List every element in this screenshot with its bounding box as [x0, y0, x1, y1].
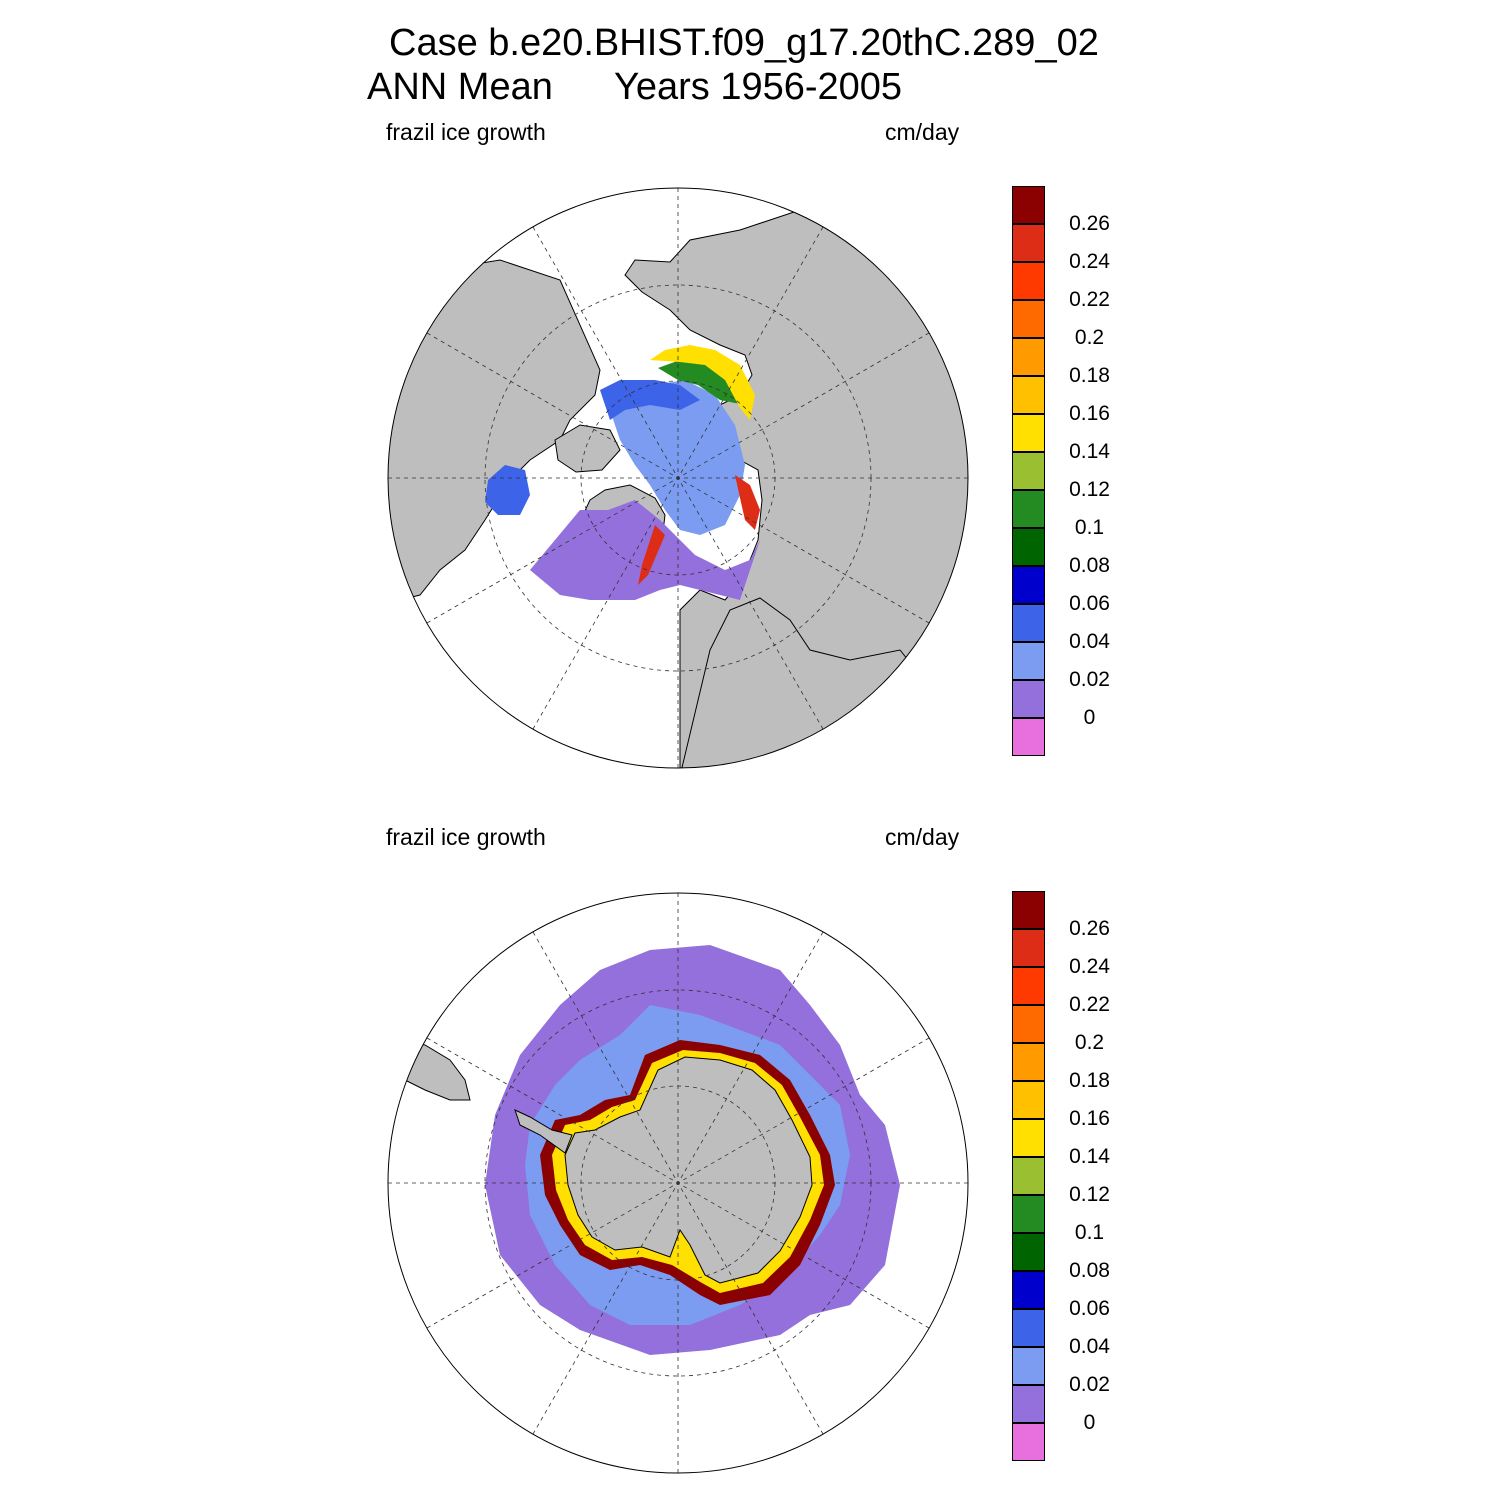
north-graticule — [388, 188, 968, 768]
north-colorbar-swatch — [1012, 338, 1045, 376]
north-arctic-basin-mid — [600, 380, 700, 420]
south-colorbar-swatch — [1012, 1081, 1045, 1119]
south-colorbar-tick-label: 0.06 — [1069, 1297, 1110, 1320]
north-colorbar-tick-label: 0.04 — [1069, 630, 1110, 653]
north-colorbar-swatch — [1012, 414, 1045, 452]
south-colorbar-tick-label: 0.04 — [1069, 1335, 1110, 1358]
south-colorbar-tick-label: 0.12 — [1069, 1183, 1110, 1206]
north-colorbar-swatch — [1012, 376, 1045, 414]
north-colorbar-tick-label: 0.16 — [1069, 402, 1110, 425]
south-colorbar-tick-label: 0.22 — [1069, 993, 1110, 1016]
north-colorbar-tick-label: 0.18 — [1069, 364, 1110, 387]
south-colorbar-tick-label: 0.1 — [1074, 1221, 1105, 1244]
north-arctic-basin-low — [610, 380, 745, 535]
north-siberian-shelf-yellow — [650, 345, 755, 420]
south-panel-variable-label: frazil ice growth — [386, 824, 546, 850]
north-colorbar-swatch — [1012, 718, 1045, 756]
north-colorbar-swatch — [1012, 642, 1045, 680]
south-colorbar-swatch — [1012, 929, 1045, 967]
south-antarctica-landmass — [564, 1056, 813, 1284]
south-map-border — [387, 892, 969, 1474]
north-colorbar-tick-label: 0.24 — [1069, 250, 1110, 273]
south-colorbar-swatch — [1012, 1309, 1045, 1347]
north-colorbar-tick-label: 0.02 — [1069, 668, 1110, 691]
south-colorbar-swatch — [1012, 1271, 1045, 1309]
north-colorbar-tick-label: 0.1 — [1074, 516, 1105, 539]
north-colorbar-swatch — [1012, 680, 1045, 718]
south-colorbar-swatch — [1012, 1385, 1045, 1423]
south-colorbar-tick-label: 0 — [1083, 1411, 1096, 1434]
north-hudson-bay — [485, 465, 530, 515]
north-polar-map — [387, 187, 969, 769]
north-panel-variable-label: frazil ice growth — [386, 119, 546, 145]
south-colorbar-swatch — [1012, 1043, 1045, 1081]
figure-title: Case b.e20.BHIST.f09_g17.20thC.289_02 — [389, 22, 1099, 64]
south-colorbar-swatch — [1012, 1119, 1045, 1157]
north-colorbar-swatch — [1012, 262, 1045, 300]
north-greenland-east-edge — [638, 525, 665, 585]
south-colorbar-swatch — [1012, 967, 1045, 1005]
north-colorbar-swatch — [1012, 186, 1045, 224]
north-colorbar-swatch — [1012, 566, 1045, 604]
south-colorbar-tick-label: 0.26 — [1069, 917, 1110, 940]
south-colorbar-tick-label: 0.24 — [1069, 955, 1110, 978]
north-colorbar-swatch — [1012, 224, 1045, 262]
north-map-border — [387, 187, 969, 769]
north-colorbar-tick-label: 0.12 — [1069, 478, 1110, 501]
north-archipelago-landmass — [554, 424, 621, 473]
north-sea-ice-fringe-zero — [530, 500, 760, 600]
south-colorbar-tick-label: 0.14 — [1069, 1145, 1110, 1168]
south-graticule — [388, 893, 968, 1473]
north-colorbar-swatch — [1012, 300, 1045, 338]
south-colorbar-swatch — [1012, 891, 1045, 929]
north-colorbar-tick-label: 0 — [1083, 706, 1096, 729]
north-colorbar-tick-label: 0.14 — [1069, 440, 1110, 463]
north-colorbar-swatch — [1012, 604, 1045, 642]
south-panel-units-label: cm/day — [885, 824, 960, 850]
south-colorbar-swatch — [1012, 1347, 1045, 1385]
south-colorbar-swatch — [1012, 1233, 1045, 1271]
south-colorbar-swatch — [1012, 1195, 1045, 1233]
figure-subtitle-season: ANN Mean — [367, 66, 553, 108]
south-polar-map — [387, 892, 969, 1474]
north-colorbar-tick-label: 0.26 — [1069, 212, 1110, 235]
south-colorbar-tick-label: 0.2 — [1074, 1031, 1105, 1054]
south-colorbar-tick-label: 0.16 — [1069, 1107, 1110, 1130]
figure-subtitle-years: Years 1956-2005 — [614, 66, 903, 108]
north-colorbar-tick-label: 0.08 — [1069, 554, 1110, 577]
south-colorbar-tick-label: 0.18 — [1069, 1069, 1110, 1092]
north-colorbar-tick-label: 0.22 — [1069, 288, 1110, 311]
north-colorbar-tick-label: 0.2 — [1074, 326, 1105, 349]
south-colorbar-swatch — [1012, 1157, 1045, 1195]
south-colorbar-swatch — [1012, 1423, 1045, 1461]
south-colorbar-tick-label: 0.02 — [1069, 1373, 1110, 1396]
north-colorbar-tick-label: 0.06 — [1069, 592, 1110, 615]
north-panel-units-label: cm/day — [885, 119, 960, 145]
south-colorbar-swatch — [1012, 1005, 1045, 1043]
south-colorbar-tick-label: 0.08 — [1069, 1259, 1110, 1282]
south-peninsula-landmass — [514, 1109, 573, 1154]
north-barents-edge-red — [735, 475, 760, 530]
north-colorbar-swatch — [1012, 452, 1045, 490]
north-colorbar-swatch — [1012, 490, 1045, 528]
north-colorbar-swatch — [1012, 528, 1045, 566]
